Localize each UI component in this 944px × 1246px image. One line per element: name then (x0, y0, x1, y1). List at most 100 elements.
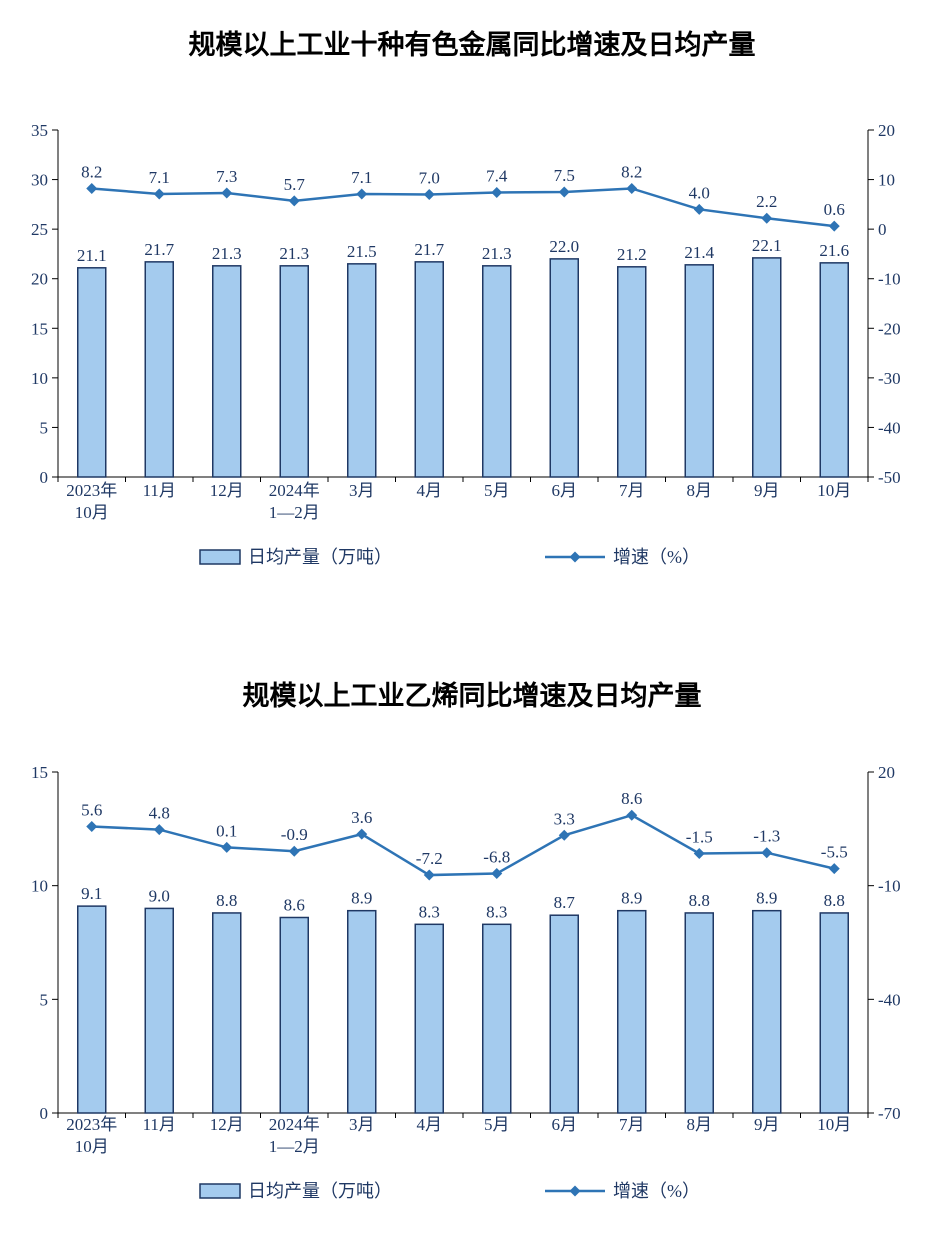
legend-bar-label: 日均产量（万吨） (248, 547, 392, 567)
bar-value-label: 21.2 (617, 245, 647, 264)
x-axis-category-label: 6月 (552, 1115, 578, 1134)
bar (482, 923, 512, 1114)
diamond-marker (288, 195, 300, 207)
bar-value-label: 8.9 (756, 889, 777, 908)
left-axis-tick-label: 20 (31, 270, 48, 289)
right-axis-tick-label: -40 (878, 418, 901, 437)
left-axis-tick-label: 10 (31, 877, 48, 896)
line-value-label: -6.8 (483, 848, 510, 867)
left-axis-tick-label: 25 (31, 220, 48, 239)
line-value-label: 8.2 (621, 162, 642, 181)
right-axis-tick-label: -10 (878, 270, 901, 289)
bar-value-label: 21.3 (482, 244, 512, 263)
bar-value-label: 21.6 (819, 241, 849, 260)
bar-value-label: 9.0 (149, 886, 170, 905)
x-axis-category-label: 2023年 (66, 1115, 117, 1134)
diamond-marker (693, 203, 705, 215)
bar-value-label: 8.3 (419, 902, 440, 921)
bar (279, 916, 309, 1114)
bar (144, 907, 174, 1114)
chart-title: 规模以上工业乙烯同比增速及日均产量 (243, 680, 702, 711)
bar-value-label: 21.5 (347, 242, 377, 261)
diamond-marker (423, 188, 435, 200)
diamond-marker (221, 841, 233, 853)
right-axis-tick-label: -50 (878, 468, 901, 487)
left-axis-tick-label: 35 (31, 121, 48, 140)
diamond-marker (288, 845, 300, 857)
x-axis-category-label: 12月 (210, 481, 244, 500)
line-value-label: 7.4 (486, 166, 508, 185)
x-axis-category-label: 4月 (417, 481, 443, 500)
legend-bar-swatch (199, 1183, 241, 1199)
diamond-marker (356, 188, 368, 200)
bar (752, 257, 782, 478)
line-value-label: 2.2 (756, 192, 777, 211)
diamond-marker (558, 829, 570, 841)
line-value-label: 8.2 (81, 162, 102, 181)
diamond-marker (828, 863, 840, 875)
diamond-marker (153, 824, 165, 836)
right-axis-tick-label: -10 (878, 877, 901, 896)
bar-value-label: 8.3 (486, 902, 507, 921)
diamond-marker (423, 869, 435, 881)
left-axis-tick-label: 0 (40, 468, 49, 487)
bar (617, 266, 647, 478)
bar (414, 923, 444, 1114)
line-value-label: 3.6 (351, 808, 372, 827)
left-axis-tick-label: 10 (31, 369, 48, 388)
line-value-label: -1.3 (753, 827, 780, 846)
x-axis-category-label: 10月 (75, 1137, 109, 1156)
bar-value-label: 9.1 (81, 884, 102, 903)
x-axis-category-label: 5月 (484, 481, 510, 500)
chart-plot: 35 30 25 20 15 10 5 0 20 10 0 -10 -20 -30 -40 -50 2023年 1… (31, 121, 901, 567)
left-axis-tick-label: 15 (31, 319, 48, 338)
bar (414, 261, 444, 478)
line-value-label: -1.5 (686, 827, 713, 846)
legend-line-label: 增速（%） (613, 547, 700, 567)
diamond-marker (828, 220, 840, 232)
x-axis-category-label: 7月 (619, 481, 645, 500)
bar (819, 262, 849, 478)
bar-value-label: 8.8 (216, 891, 237, 910)
line-value-label: 7.5 (554, 166, 575, 185)
bar-value-label: 21.4 (684, 243, 714, 262)
line-value-label: 7.0 (419, 168, 440, 187)
diamond-marker (693, 847, 705, 859)
line-value-label: 3.3 (554, 809, 575, 828)
right-axis-tick-label: 20 (878, 121, 895, 140)
bar (144, 261, 174, 478)
left-axis-tick-label: 30 (31, 171, 48, 190)
diamond-marker (356, 828, 368, 840)
legend-diamond-marker (569, 551, 581, 563)
x-axis-category-label: 12月 (210, 1115, 244, 1134)
x-axis-category-label: 1—2月 (269, 1137, 320, 1156)
x-axis-category-label: 1—2月 (269, 503, 320, 522)
line-value-label: 7.1 (149, 168, 170, 187)
bar-value-label: 8.9 (351, 889, 372, 908)
right-axis-tick-label: 20 (878, 763, 895, 782)
bar-value-label: 8.6 (284, 895, 305, 914)
bar-value-label: 8.9 (621, 889, 642, 908)
x-axis-category-label: 2023年 (66, 481, 117, 500)
bar-value-label: 8.7 (554, 893, 576, 912)
diamond-marker (626, 809, 638, 821)
line-value-label: 5.7 (284, 175, 306, 194)
line-value-label: 0.6 (824, 200, 845, 219)
right-axis-tick-label: 10 (878, 171, 895, 190)
bar-value-label: 22.0 (549, 237, 579, 256)
x-axis-category-label: 11月 (143, 1115, 176, 1134)
bar-value-label: 21.3 (212, 244, 242, 263)
x-axis-category-label: 3月 (349, 481, 375, 500)
legend-bar-swatch (199, 549, 241, 565)
x-axis-category-label: 2024年 (269, 481, 320, 500)
bar-value-label: 22.1 (752, 236, 782, 255)
line-value-label: 8.6 (621, 789, 642, 808)
diamond-marker (761, 212, 773, 224)
bar (77, 267, 107, 478)
x-axis-category-label: 9月 (754, 481, 780, 500)
bar (347, 263, 377, 478)
chart-plot: 15 10 5 0 20 -10 -40 -70 2023年 10月 11月 12月 2024年 1—2月… (31, 763, 901, 1201)
legend-bar-label: 日均产量（万吨） (248, 1181, 392, 1201)
bar (752, 909, 782, 1114)
